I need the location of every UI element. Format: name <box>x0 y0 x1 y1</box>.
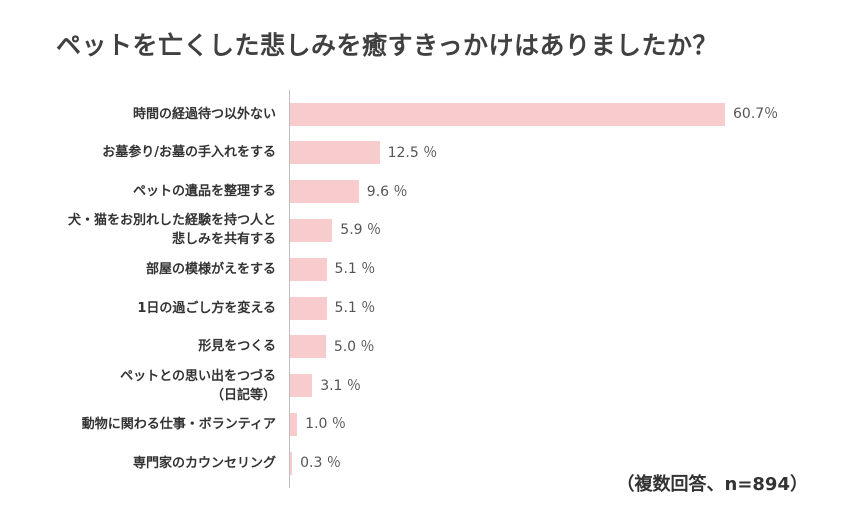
value-label: 1.0 ％ <box>305 416 346 433</box>
value-label: 5.0 ％ <box>333 338 375 355</box>
category-label: 時間の経過待つ以外ない <box>132 106 276 122</box>
bar <box>290 296 327 320</box>
category-label: 形見をつくる <box>198 339 276 355</box>
bar <box>290 451 293 475</box>
y-axis-line <box>289 90 290 488</box>
bar <box>290 412 298 436</box>
bar <box>290 374 313 398</box>
value-label: 3.1 ％ <box>320 377 361 394</box>
category-label: ペットの遺品を整理する <box>132 184 276 200</box>
bar <box>290 218 333 242</box>
bar <box>290 335 326 359</box>
value-label: 60.7％ <box>733 106 779 122</box>
sample-note: （複数回答、n=894） <box>616 474 808 495</box>
category-label: 犬・猫をお別れした経験を持つ人と 悲しみを共有する <box>67 213 276 248</box>
value-label: 12.5 ％ <box>387 144 438 161</box>
category-label: ペットとの思い出をつづる （日記等） <box>120 368 276 403</box>
category-label: お墓参り/お墓の手入れをする <box>102 145 276 161</box>
value-label: 5.1 ％ <box>334 300 376 316</box>
category-label: 動物に関わる仕事・ボランティア <box>81 416 276 432</box>
category-label: 1日の過ごし方を変える <box>137 300 276 316</box>
value-label: 9.6 ％ <box>366 183 408 200</box>
chart-title: ペットを亡くした悲しみを癒すきっかけはありましたか？ <box>56 31 719 60</box>
bar <box>290 102 725 126</box>
bar <box>290 180 359 204</box>
category-label: 部屋の模様がえをする <box>145 261 276 277</box>
bar <box>290 257 327 281</box>
value-label: 5.1 ％ <box>334 261 376 278</box>
category-label: 専門家のカウンセリング <box>132 455 276 471</box>
value-label: 0.3 ％ <box>300 455 341 472</box>
value-label: 5.9 ％ <box>340 222 381 239</box>
bar <box>290 141 380 165</box>
